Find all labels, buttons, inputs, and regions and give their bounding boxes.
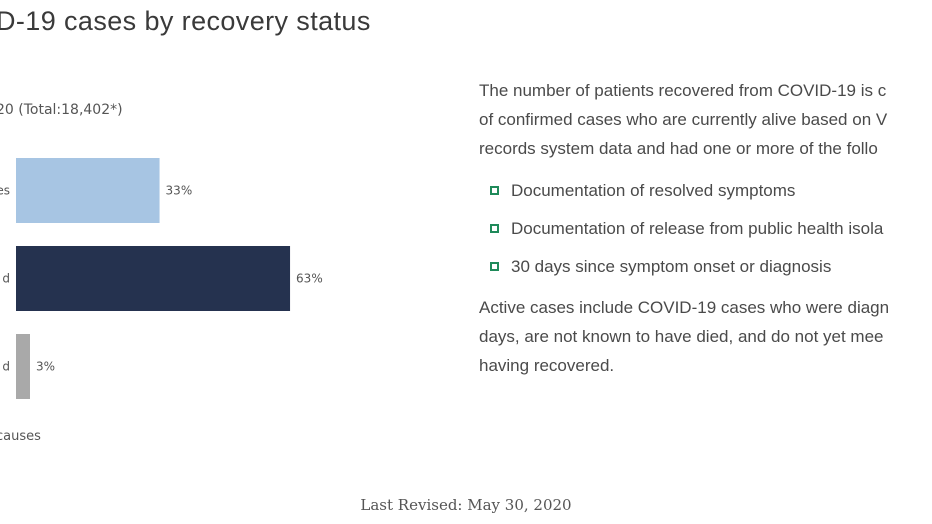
x-axis-label: causes [0,429,41,444]
list-item: Documentation of resolved symptoms [479,177,932,205]
square-bullet-icon [490,224,499,233]
square-bullet-icon [490,262,499,271]
bar [16,158,160,223]
intro-paragraph: The number of patients recovered from CO… [479,81,888,158]
category-label: d [2,272,10,286]
bar [16,246,291,311]
chart-subtitle: 20 (Total:18,402*) [0,102,123,118]
data-label: 3% [36,360,55,374]
category-label: d [2,360,10,374]
list-item: 30 days since symptom onset or diagnosis [479,253,932,281]
page-title: D-19 cases by recovery status [0,6,371,36]
recovery-status-bar-chart: es 33% d 63% d 3% [0,158,323,399]
active-cases-paragraph: Active cases include COVID-19 cases who … [479,298,890,375]
last-revised: Last Revised: May 30, 2020 [360,496,572,514]
recovery-criteria-list: Documentation of resolved symptoms Docum… [479,177,932,281]
recovery-description: The number of patients recovered from CO… [479,76,932,380]
bar [16,334,30,399]
square-bullet-icon [490,186,499,195]
category-label: es [0,184,10,198]
data-label: 33% [166,184,193,198]
data-label: 63% [296,272,323,286]
list-item: Documentation of release from public hea… [479,215,932,243]
